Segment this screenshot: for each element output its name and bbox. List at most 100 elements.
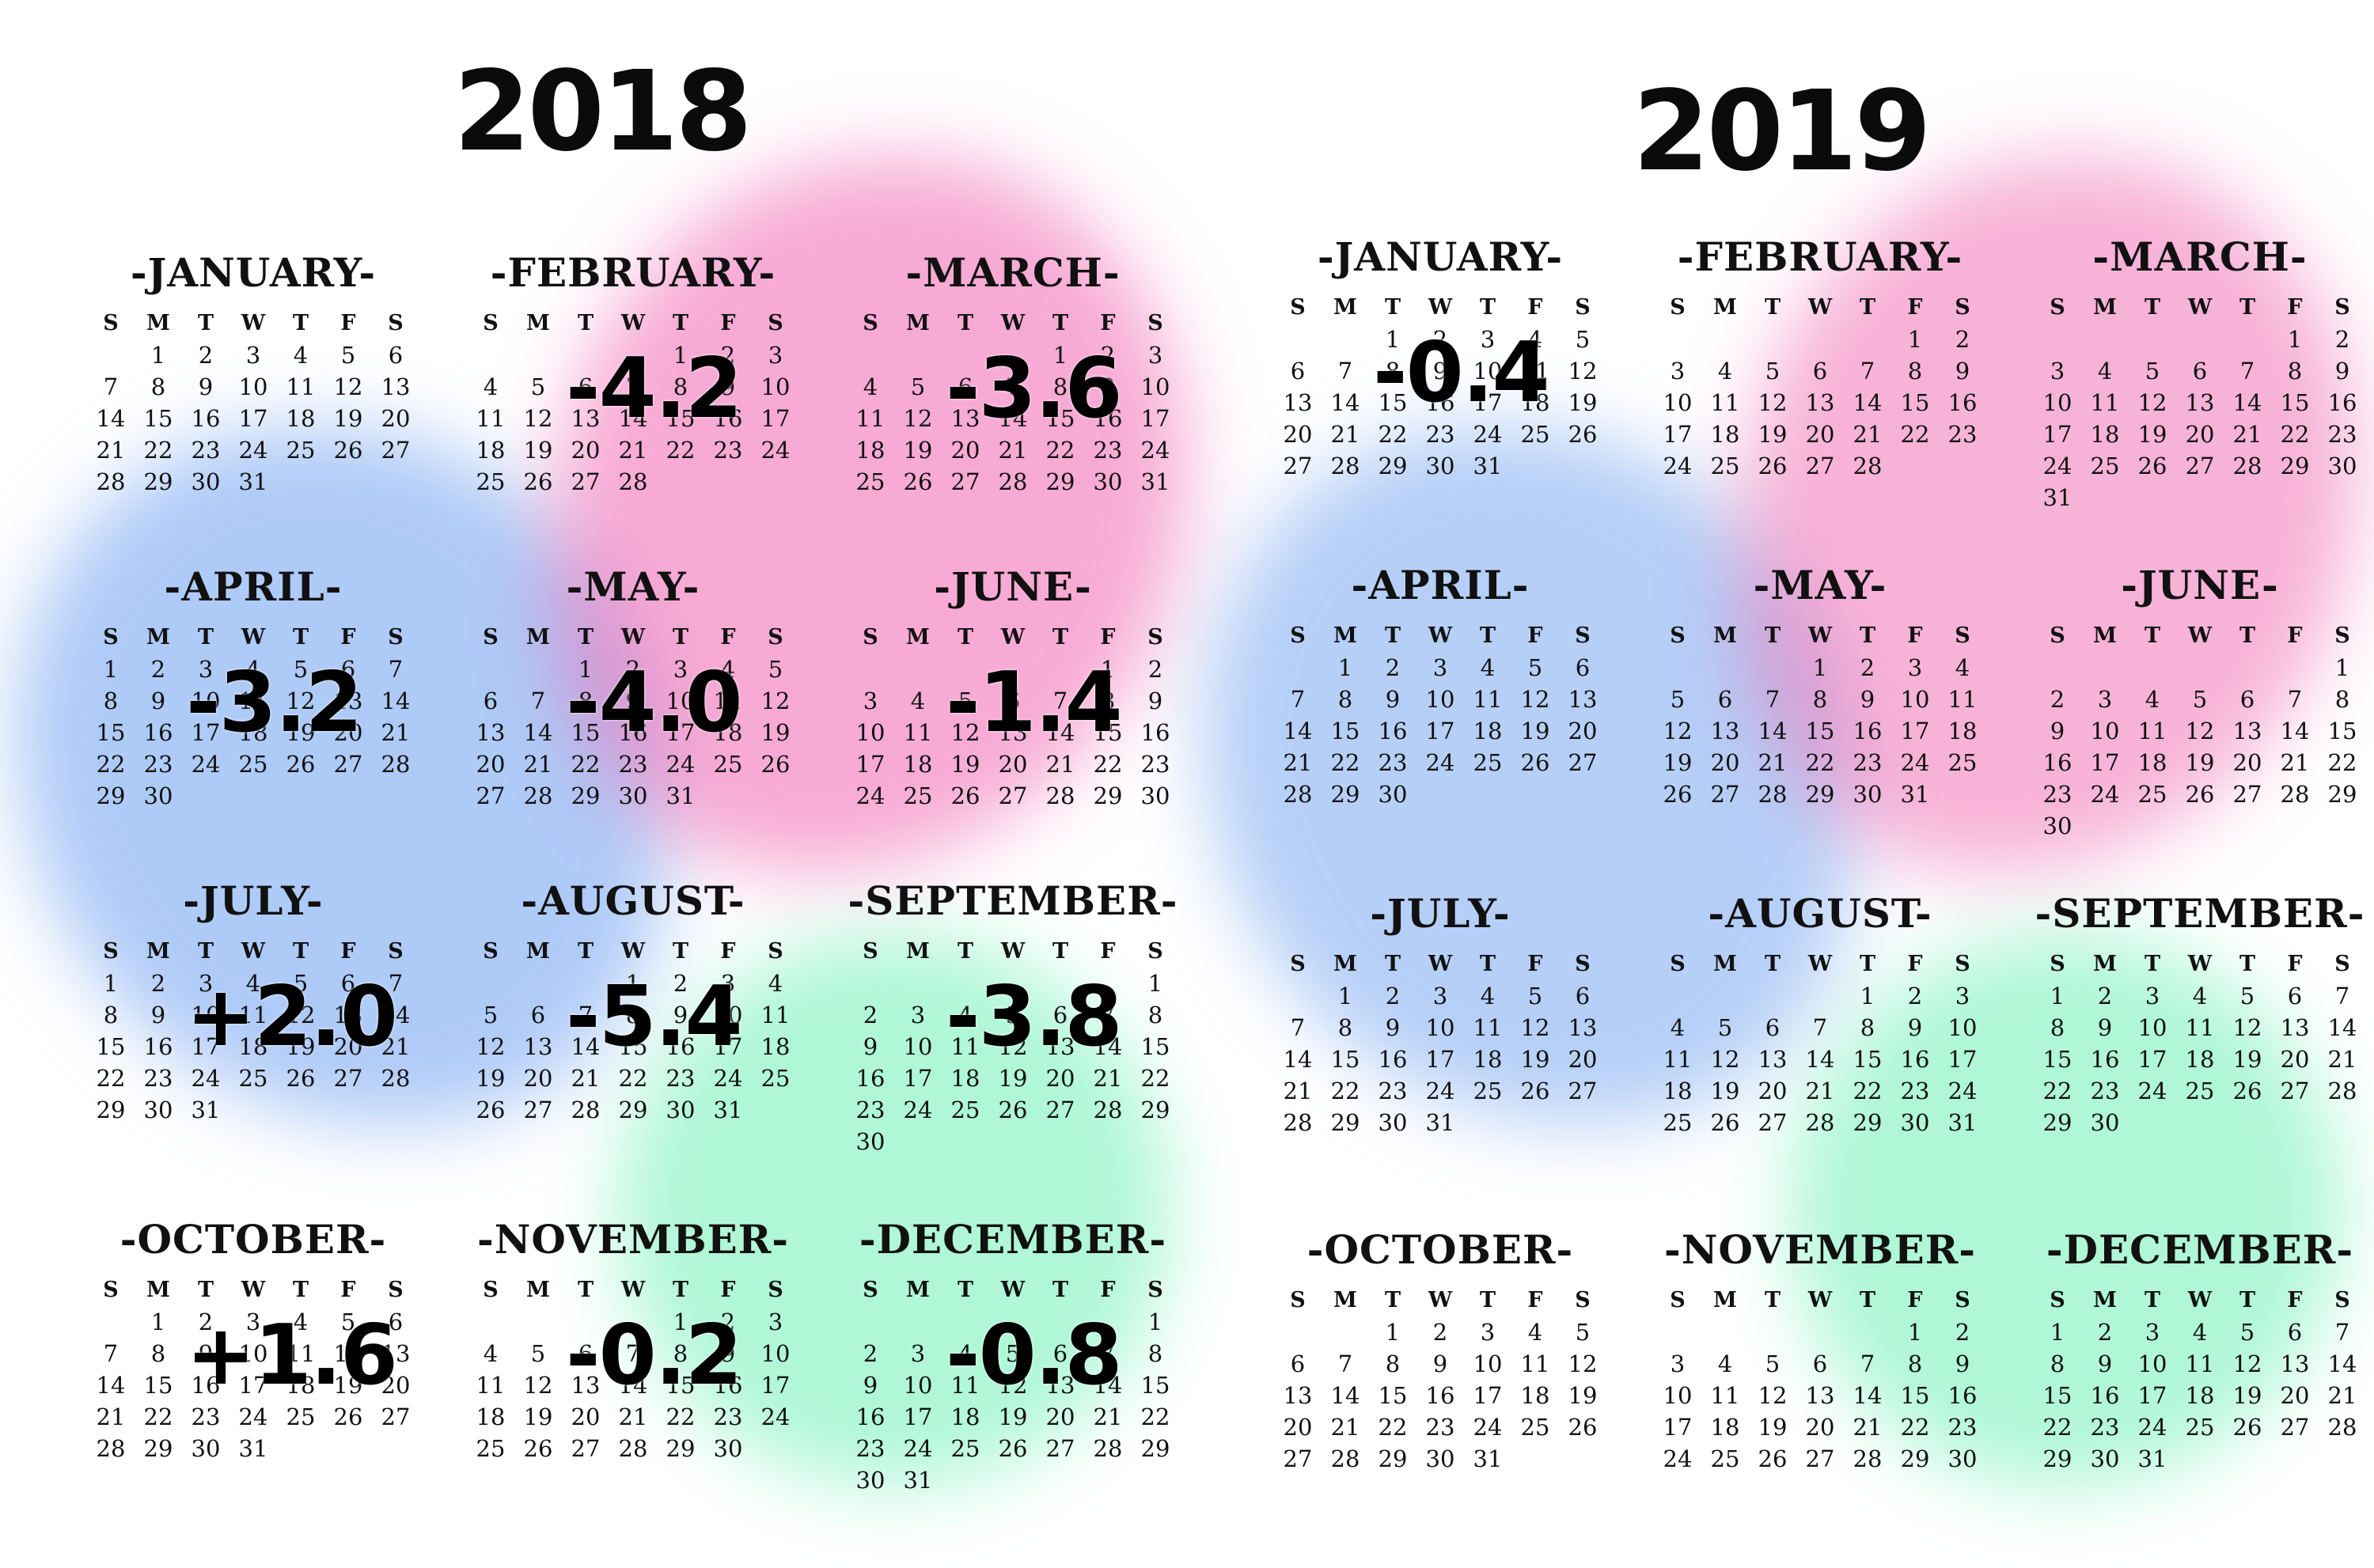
day-cell: 21 xyxy=(381,1033,411,1060)
day-cell: 11 xyxy=(1710,1382,1740,1409)
day-cell: 4 xyxy=(2097,358,2113,384)
weekday-header: F xyxy=(1527,623,1543,648)
day-cell: 29 xyxy=(1378,453,1408,479)
empty-cell xyxy=(467,654,514,684)
day-cell: 3 xyxy=(2097,686,2113,713)
day-cell: 30 xyxy=(1378,1109,1408,1136)
month-name: -MARCH- xyxy=(905,249,1121,296)
day-cell: 11 xyxy=(476,1372,506,1399)
day-cell: 13 xyxy=(1568,686,1598,713)
day-cell: 12 xyxy=(523,1372,553,1399)
day-cell: 31 xyxy=(666,782,696,809)
day-cell: 17 xyxy=(760,405,791,432)
weekday-header: M xyxy=(1333,952,1357,976)
day-cell: 16 xyxy=(713,405,743,432)
day-cell: 20 xyxy=(1568,1046,1598,1073)
day-cell: 20 xyxy=(1710,749,1740,776)
day-cell: 7 xyxy=(1005,373,1021,400)
day-cell: 30 xyxy=(1900,1109,1930,1136)
day-cell: 1 xyxy=(1812,654,1828,681)
day-cell: 11 xyxy=(1710,389,1740,416)
green-splash-2019 xyxy=(1788,934,2342,1487)
day-cell: 24 xyxy=(1663,453,1693,479)
day-cell: 6 xyxy=(1005,687,1021,714)
day-cell: 17 xyxy=(1425,718,1455,744)
day-cell: 15 xyxy=(666,405,696,432)
day-cell: 25 xyxy=(286,437,316,464)
day-cell: 25 xyxy=(950,1096,980,1123)
day-cell: 8 xyxy=(1337,1014,1353,1041)
day-cell: 27 xyxy=(381,437,411,464)
day-cell: 22 xyxy=(571,751,601,778)
day-cell: 9 xyxy=(1385,1014,1401,1041)
day-cell: 12 xyxy=(950,719,980,746)
day-cell: 31 xyxy=(2137,1445,2167,1472)
day-cell: 2 xyxy=(198,342,214,369)
day-cell: 10 xyxy=(1473,1350,1503,1377)
day-cell: 12 xyxy=(1663,718,1693,744)
temperature-delta-label: +1.6 xyxy=(186,1307,398,1403)
empty-cell xyxy=(1322,324,1369,354)
temperature-delta-label: -3.2 xyxy=(186,654,363,751)
day-cell: 14 xyxy=(1045,719,1075,746)
weekday-header: M xyxy=(1333,295,1357,320)
day-cell: 31 xyxy=(2042,484,2073,511)
weekday-header: M xyxy=(2093,623,2117,648)
day-cell: 21 xyxy=(571,1065,601,1092)
month-name: -MAY- xyxy=(1753,562,1887,608)
day-cell: 28 xyxy=(1853,453,1883,479)
day-cell: 5 xyxy=(530,373,546,400)
day-cell: 12 xyxy=(523,405,553,432)
day-cell: 16 xyxy=(1378,1046,1408,1073)
weekday-header: S xyxy=(1670,952,1686,976)
day-cell: 19 xyxy=(1710,1078,1740,1104)
day-cell: 3 xyxy=(245,342,261,369)
day-cell: 14 xyxy=(2280,718,2310,744)
day-cell: 14 xyxy=(1093,1033,1123,1060)
day-cell: 27 xyxy=(333,1065,363,1092)
day-cell: 22 xyxy=(1093,751,1123,778)
day-cell: 25 xyxy=(1520,1414,1550,1441)
day-cell: 8 xyxy=(2050,1350,2065,1377)
day-cell: 4 xyxy=(245,656,261,683)
day-cell: 22 xyxy=(143,437,173,464)
day-cell: 12 xyxy=(760,687,791,714)
day-cell: 23 xyxy=(855,1435,886,1462)
weekday-header: W xyxy=(1807,1288,1833,1312)
month-2019-5: -MAY- S M T W T F S 1 2 3 4 5 6 7 8 9 10 11 12 13 14 15 16 17 18 1… xyxy=(1646,562,1994,809)
day-cell: 30 xyxy=(1425,1445,1455,1472)
day-cell: 19 xyxy=(2232,1046,2262,1073)
day-cell: 3 xyxy=(768,1309,783,1335)
day-cell: 3 xyxy=(1480,326,1496,353)
day-cell: 31 xyxy=(238,468,268,495)
day-cell: 24 xyxy=(2042,453,2073,479)
day-cell: 6 xyxy=(340,656,356,683)
day-cell: 7 xyxy=(2334,1319,2350,1346)
day-cell: 14 xyxy=(381,687,411,714)
day-cell: 8 xyxy=(103,687,119,714)
day-cell: 30 xyxy=(1378,781,1408,808)
day-cell: 3 xyxy=(720,970,736,997)
day-cell: 7 xyxy=(2287,686,2303,713)
day-cell: 16 xyxy=(2090,1046,2120,1073)
day-cell: 30 xyxy=(191,468,221,495)
weekday-header: T xyxy=(1479,952,1496,976)
day-cell: 6 xyxy=(2287,983,2303,1009)
day-cell: 18 xyxy=(950,1065,980,1092)
weekday-header: T xyxy=(672,1278,689,1302)
day-cell: 14 xyxy=(1853,389,1883,416)
day-cell: 15 xyxy=(1330,1046,1360,1073)
weekday-header: M xyxy=(146,311,170,335)
day-cell: 9 xyxy=(150,1002,166,1028)
weekday-header: W xyxy=(241,625,266,650)
day-cell: 25 xyxy=(286,1403,316,1430)
day-grid: S M T W T F S 1 2 3 4 5 6 7 8 9 10 11 12 13 14 15 16 17 18 19 20 21… xyxy=(1654,949,1986,1138)
day-cell: 12 xyxy=(903,405,933,432)
day-cell: 24 xyxy=(238,437,268,464)
day-cell: 26 xyxy=(903,468,933,495)
day-cell: 24 xyxy=(1425,749,1455,776)
day-cell: 18 xyxy=(2090,421,2120,448)
day-cell: 15 xyxy=(1900,1382,1930,1409)
day-cell: 11 xyxy=(476,405,506,432)
day-cell: 22 xyxy=(96,751,126,778)
